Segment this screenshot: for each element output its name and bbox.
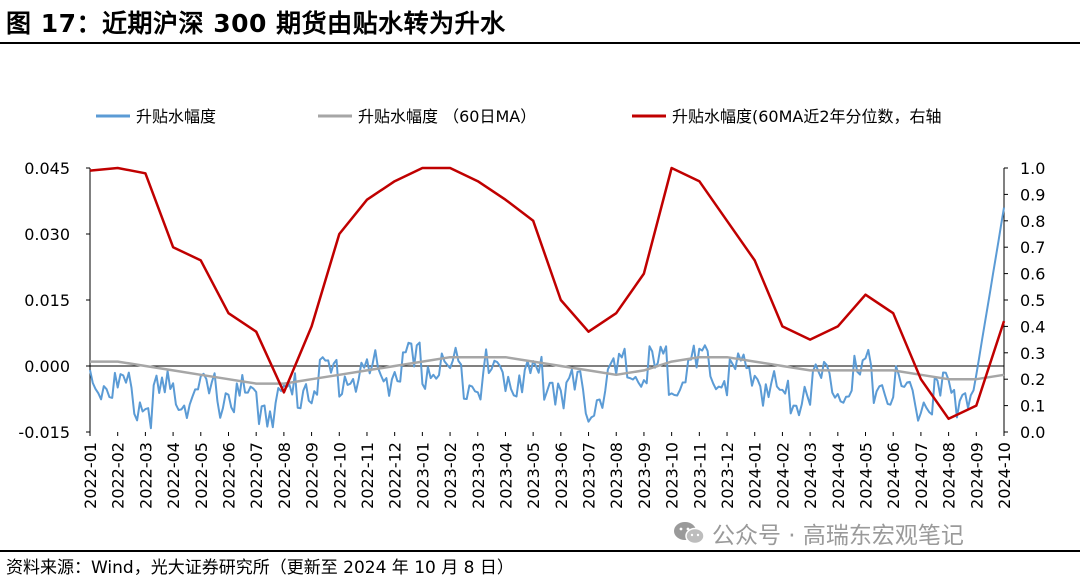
series-line-2 <box>90 355 1005 385</box>
y-right-tick-label: 0.1 <box>1020 397 1045 416</box>
y-left-tick-label: 0.030 <box>24 225 70 244</box>
x-tick-label: 2024-07 <box>912 442 931 509</box>
x-tick-label: 2023-12 <box>718 442 737 509</box>
y-left-tick-label: 0.000 <box>24 357 70 376</box>
watermark-text: 公众号 · 高瑞东宏观笔记 <box>712 523 964 549</box>
x-tick-label: 2024-06 <box>884 442 903 509</box>
watermark: 公众号 · 高瑞东宏观笔记 <box>672 516 964 550</box>
y-right-tick-label: 0.6 <box>1020 265 1045 284</box>
y-left-tick-label: 0.045 <box>24 159 70 178</box>
y-right-tick-label: 0.3 <box>1020 344 1045 363</box>
x-tick-label: 2022-08 <box>275 442 294 509</box>
series-line-1 <box>89 207 1005 430</box>
x-tick-label: 2022-04 <box>164 442 183 509</box>
axes: -0.015 0.000 0.015 0.030 0.045 0.0 0.1 0.2 0.3 0.… <box>18 159 1045 509</box>
x-tick-label: 2023-11 <box>690 442 709 509</box>
x-tick-label: 2024-04 <box>829 442 848 509</box>
legend-label-1: 升贴水幅度 <box>136 107 216 126</box>
x-tick-label: 2023-10 <box>663 442 682 509</box>
legend-label-2: 升贴水幅度 （60日MA） <box>358 107 536 126</box>
y-right-tick-label: 0.5 <box>1020 291 1045 310</box>
x-tick-label: 2024-05 <box>857 442 876 509</box>
x-tick-label: 2022-10 <box>330 442 349 509</box>
page-title: 图 17：近期沪深 300 期货由贴水转为升水 <box>6 9 506 38</box>
y-right-tick-label: 0.7 <box>1020 238 1045 257</box>
x-tick-label: 2023-05 <box>524 442 543 509</box>
legend-label-3: 升贴水幅度(60MA近2年分位数，右轴 <box>672 107 942 126</box>
source-note: 资料来源：Wind，光大证券研究所（更新至 2024 年 10 月 8 日） <box>6 558 514 578</box>
y-left-tick-label: -0.015 <box>18 423 70 442</box>
x-tick-label: 2022-11 <box>358 442 377 509</box>
x-tick-label: 2022-01 <box>81 442 100 509</box>
wechat-icon <box>674 522 705 545</box>
x-tick-label: 2022-07 <box>247 442 266 509</box>
x-tick-label: 2024-09 <box>967 442 986 509</box>
y-right-tick-label: 0.2 <box>1020 370 1045 389</box>
x-tick-label: 2023-08 <box>607 442 626 509</box>
x-tick-label: 2024-03 <box>801 442 820 509</box>
x-tick-label: 2024-08 <box>940 442 959 509</box>
x-tick-label: 2024-02 <box>773 442 792 509</box>
x-tick-label: 2022-09 <box>303 442 322 509</box>
x-tick-label: 2023-01 <box>413 442 432 509</box>
x-tick-label: 2022-06 <box>219 442 238 509</box>
series-line-3 <box>89 166 1006 421</box>
series-lines <box>89 166 1006 430</box>
x-tick-label: 2022-02 <box>109 442 128 509</box>
x-tick-label: 2023-09 <box>635 442 654 509</box>
y-right-tick-label: 0.8 <box>1020 212 1045 231</box>
legend: 升贴水幅度 升贴水幅度 （60日MA） 升贴水幅度(60MA近2年分位数，右轴 <box>96 107 942 126</box>
x-tick-label: 2024-10 <box>995 442 1014 509</box>
x-tick-label: 2022-03 <box>136 442 155 509</box>
x-tick-label: 2024-01 <box>746 442 765 509</box>
x-tick-label: 2023-03 <box>469 442 488 509</box>
x-tick-label: 2022-05 <box>192 442 211 509</box>
y-left-tick-label: 0.015 <box>24 291 70 310</box>
x-tick-label: 2022-12 <box>386 442 405 509</box>
x-tick-label: 2023-06 <box>552 442 571 509</box>
x-tick-label: 2023-07 <box>580 442 599 509</box>
y-right-tick-label: 1.0 <box>1020 159 1045 178</box>
y-right-tick-label: 0.4 <box>1020 317 1045 336</box>
footer-divider <box>0 550 1080 552</box>
y-right-tick-label: 0.0 <box>1020 423 1045 442</box>
title-divider <box>0 42 1080 44</box>
y-right-tick-label: 0.9 <box>1020 185 1045 204</box>
x-tick-label: 2023-02 <box>441 442 460 509</box>
x-tick-label: 2023-04 <box>496 442 515 509</box>
